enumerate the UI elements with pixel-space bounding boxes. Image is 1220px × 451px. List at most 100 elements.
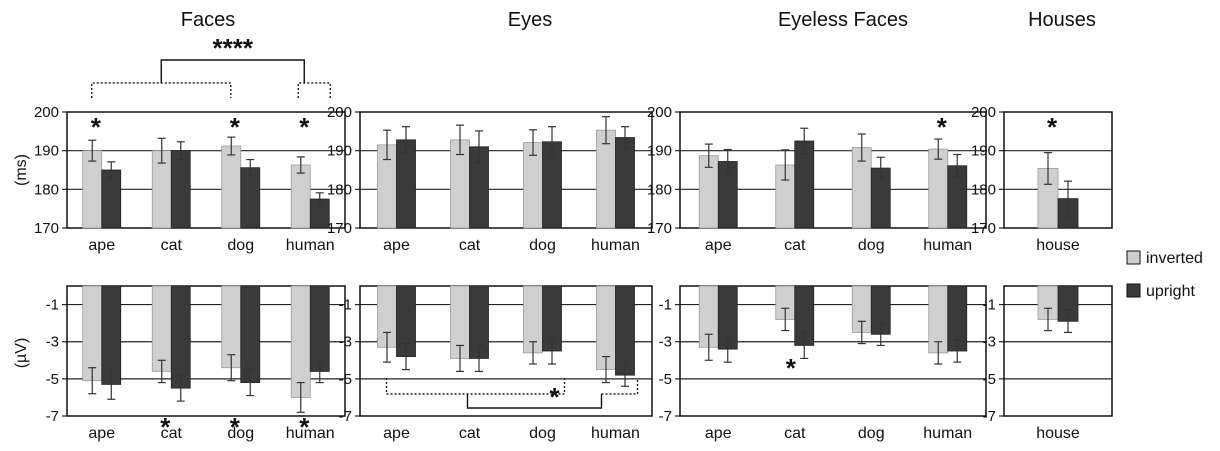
comparison-bracket-eyes: * bbox=[385, 378, 639, 412]
significance-star-annotation: * bbox=[786, 353, 797, 383]
y-tick-label: -3 bbox=[339, 334, 352, 351]
chart-panels: 170 180 190 200 ape cat dog human * * * 170 180 190 20… bbox=[34, 33, 1113, 442]
y-tick-label: -5 bbox=[46, 371, 59, 388]
legend: inverted upright bbox=[1126, 250, 1203, 300]
panel-title-eyeless-faces: Eyeless Faces bbox=[778, 9, 908, 31]
category-label-human: human bbox=[923, 237, 972, 254]
y-tick-label: -3 bbox=[46, 334, 59, 351]
y-axis-titles: (ms) (µV) bbox=[13, 154, 30, 368]
panel-eyeless_amplitude: -1 -3 -5 -7 ape cat dog human * bbox=[659, 285, 987, 442]
significance-star-human: * bbox=[299, 112, 310, 142]
bar-upright-dog bbox=[240, 285, 261, 383]
panel-houses_latency: 170 180 190 200 house * bbox=[971, 104, 1113, 254]
category-label-ape: ape bbox=[88, 425, 115, 442]
y-tick-label: -7 bbox=[983, 408, 996, 425]
y-tick-label: 170 bbox=[971, 220, 996, 237]
bracket-solid-link bbox=[160, 59, 305, 83]
bar-upright-cat bbox=[170, 285, 191, 389]
plot-frame bbox=[679, 285, 987, 417]
legend-label-upright: upright bbox=[1146, 283, 1195, 300]
legend-label-inverted: inverted bbox=[1146, 250, 1203, 267]
category-label-cat: cat bbox=[784, 425, 806, 442]
y-tick-label: 190 bbox=[327, 143, 352, 160]
y-tick-label: 180 bbox=[971, 181, 996, 198]
category-label-house: house bbox=[1036, 237, 1080, 254]
significance-star-dog: * bbox=[230, 112, 241, 142]
significance-star-dog: * bbox=[230, 412, 241, 442]
panel-houses_amplitude: -1 -3 -5 -7 house bbox=[983, 285, 1113, 442]
bar-inverted-dog bbox=[221, 145, 242, 229]
bar-inverted-ape bbox=[82, 150, 103, 229]
panel-title-eyes: Eyes bbox=[508, 9, 552, 31]
y-tick-label: -7 bbox=[339, 408, 352, 425]
y-tick-label: 190 bbox=[971, 143, 996, 160]
category-label-human: human bbox=[591, 237, 640, 254]
y-tick-label: -3 bbox=[659, 334, 672, 351]
category-label-cat: cat bbox=[459, 237, 481, 254]
category-label-dog: dog bbox=[858, 237, 885, 254]
y-tick-label: 170 bbox=[327, 220, 352, 237]
y-tick-label: -1 bbox=[46, 297, 59, 314]
y-tick-label: 190 bbox=[647, 143, 672, 160]
bracket-dotted-human bbox=[601, 378, 639, 395]
bar-upright-dog bbox=[240, 167, 261, 229]
y-tick-label: 200 bbox=[327, 104, 352, 121]
panel-eyes_latency: 170 180 190 200 ape cat dog human bbox=[327, 104, 653, 254]
category-label-human: human bbox=[591, 425, 640, 442]
category-label-cat: cat bbox=[784, 237, 806, 254]
plot-frame bbox=[679, 111, 987, 229]
bracket-solid-link bbox=[466, 394, 603, 409]
y-axis-title-latency: (ms) bbox=[13, 154, 30, 186]
y-tick-label: 200 bbox=[971, 104, 996, 121]
y-tick-label: -7 bbox=[659, 408, 672, 425]
y-tick-label: -7 bbox=[46, 408, 59, 425]
bar-inverted-human bbox=[290, 164, 311, 229]
y-tick-label: 180 bbox=[327, 181, 352, 198]
category-label-ape: ape bbox=[383, 425, 410, 442]
y-tick-label: 170 bbox=[647, 220, 672, 237]
y-tick-label: -5 bbox=[659, 371, 672, 388]
bar-inverted-cat bbox=[151, 285, 172, 372]
y-tick-label: -5 bbox=[339, 371, 352, 388]
category-label-human: human bbox=[923, 425, 972, 442]
y-axis-title-amplitude: (µV) bbox=[13, 338, 30, 369]
y-tick-label: -3 bbox=[983, 334, 996, 351]
category-label-dog: dog bbox=[227, 237, 254, 254]
category-label-dog: dog bbox=[529, 237, 556, 254]
bar-inverted-human bbox=[928, 148, 949, 229]
bar-inverted-human bbox=[290, 285, 311, 398]
panel-eyeless_latency: 170 180 190 200 ape cat dog human * bbox=[647, 104, 987, 254]
category-label-ape: ape bbox=[383, 237, 410, 254]
plot-frame bbox=[66, 285, 346, 417]
bar-upright-human bbox=[309, 285, 330, 372]
category-label-cat: cat bbox=[459, 425, 481, 442]
y-tick-label: 180 bbox=[647, 181, 672, 198]
y-tick-label: -1 bbox=[659, 297, 672, 314]
category-label-cat: cat bbox=[161, 237, 183, 254]
plot-frame bbox=[359, 111, 653, 229]
category-label-cat: cat bbox=[161, 425, 183, 442]
panel-title-faces: Faces bbox=[181, 9, 235, 31]
y-tick-label: -5 bbox=[983, 371, 996, 388]
significance-star-house: * bbox=[1047, 112, 1058, 142]
category-label-ape: ape bbox=[88, 237, 115, 254]
y-tick-label: 200 bbox=[647, 104, 672, 121]
plot-frame bbox=[359, 285, 653, 417]
significance-star-human: * bbox=[299, 412, 310, 442]
significance-star-cat: * bbox=[160, 412, 171, 442]
y-tick-label: 200 bbox=[34, 104, 59, 121]
comparison-star: * bbox=[549, 382, 560, 412]
y-tick-label: 170 bbox=[34, 220, 59, 237]
bar-upright-human bbox=[615, 285, 635, 376]
panel-eyes_amplitude: -1 -3 -5 -7 ape cat dog human bbox=[339, 285, 653, 442]
category-label-ape: ape bbox=[705, 237, 732, 254]
category-label-ape: ape bbox=[705, 425, 732, 442]
category-label-human: human bbox=[286, 237, 335, 254]
bar-inverted-human bbox=[596, 129, 616, 229]
panel-titles: Faces Eyes Eyeless Faces Houses bbox=[181, 9, 1096, 31]
legend-swatch-inverted bbox=[1126, 250, 1141, 265]
bracket-dotted-human bbox=[297, 82, 331, 98]
y-tick-label: -1 bbox=[339, 297, 352, 314]
bar-upright-human bbox=[615, 137, 635, 229]
